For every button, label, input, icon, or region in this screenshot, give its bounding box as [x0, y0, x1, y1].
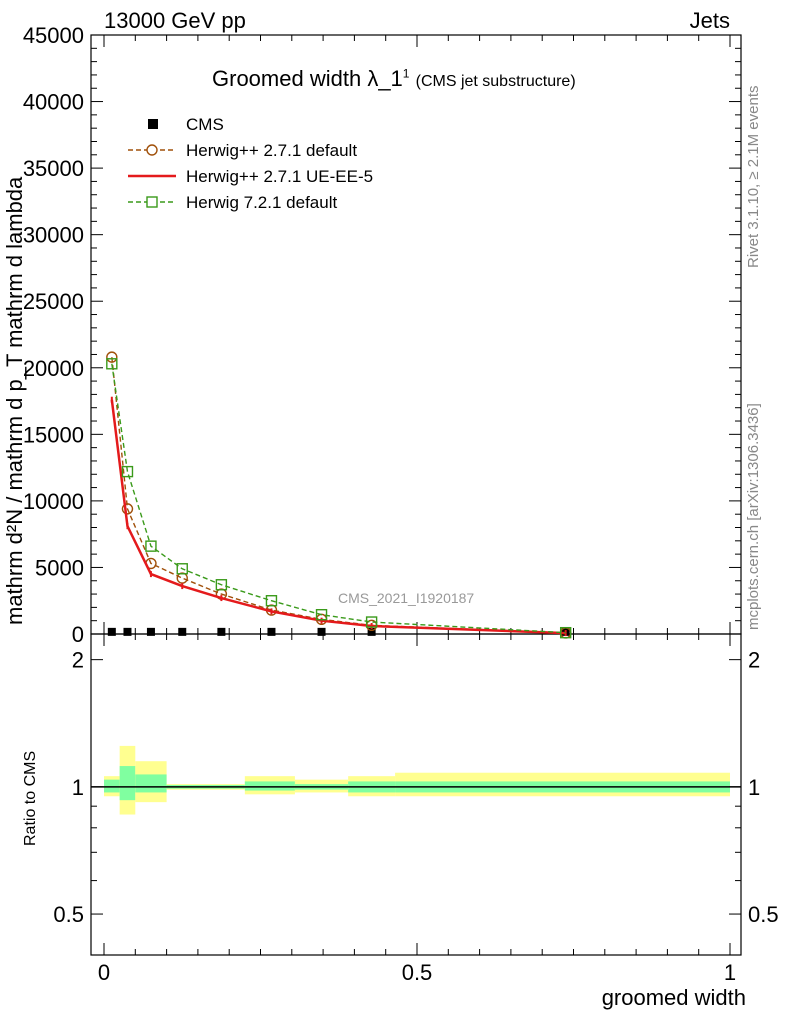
legend-label-cms: CMS	[186, 115, 224, 134]
mcplots-label: mcplots.cern.ch [arXiv:1306.3436]	[745, 403, 762, 630]
x-tick-label-2: 1	[724, 960, 736, 985]
y-tick-label-0: 0	[72, 622, 84, 647]
series-line-herwig-7-2-1-default	[111, 363, 566, 634]
y-tick-label-4: 20000	[23, 356, 84, 381]
ratio-tick-label-right-0: 0.5	[748, 902, 779, 927]
chart-title-sup: 1	[402, 66, 410, 81]
series-point-herwig-2-7-1-default	[121, 503, 134, 515]
chart-title: Groomed width λ_11 (CMS jet substructure…	[212, 66, 576, 92]
series-point-herwig-7-2-1-default	[215, 579, 228, 591]
x-tick-label-1: 0.5	[402, 960, 433, 985]
ratio-tick-label-left-0: 0.5	[53, 902, 84, 927]
series-point-herwig-2-7-1-default	[106, 351, 118, 363]
legend-label-herwig-7-2-1-default: Herwig 7.2.1 default	[186, 193, 337, 212]
chart-title-symbol: λ_1	[367, 66, 403, 91]
series-point-herwig-7-2-1-default	[365, 616, 378, 628]
cms-point-0	[107, 627, 116, 636]
chart-title-sub: (CMS jet substructure)	[415, 73, 576, 90]
legend-marker-herwig-7-2-1-default	[146, 196, 158, 208]
cms-point-7	[367, 627, 376, 636]
legend-marker-herwig-2-7-1-default	[146, 144, 158, 156]
ratio-tick-label-right-2: 2	[748, 648, 760, 673]
y-axis-label-text: mathrm d²N / mathrm d p_T mathrm d lambd…	[2, 176, 27, 625]
ratio-axis-label: Ratio to CMS	[22, 750, 39, 846]
category-label: Jets	[689, 8, 730, 33]
series-point-herwig-7-2-1-default	[265, 595, 278, 607]
cms-point-6	[317, 627, 326, 636]
cms-point-4	[217, 627, 226, 636]
y-tick-label-5: 25000	[23, 289, 84, 314]
ratio-band-inner-4	[244, 781, 295, 791]
series-point-herwig-2-7-1-default	[176, 572, 188, 584]
cms-point-2	[146, 627, 155, 636]
y-tick-label-1: 5000	[35, 555, 84, 580]
y-tick-label-3: 15000	[23, 422, 84, 447]
energy-label: 13000 GeV pp	[104, 8, 246, 33]
y-tick-label-6: 30000	[23, 223, 84, 248]
chart-title-main: Groomed width	[212, 66, 362, 91]
series-point-herwig-7-2-1-default	[176, 563, 188, 575]
y-axis-label: mathrm d²N / mathrm d p_T mathrm d lambd…	[2, 177, 28, 625]
y-tick-label-2: 10000	[23, 489, 84, 514]
cms-point-3	[178, 627, 187, 636]
series-point-herwig-7-2-1-default	[106, 358, 118, 370]
analysis-id-label: CMS_2021_I1920187	[338, 590, 475, 606]
y-tick-label-9: 45000	[23, 23, 84, 48]
ratio-tick-label-right-1: 1	[748, 775, 760, 800]
ratio-band-inner-1	[119, 766, 136, 801]
y-tick-label-8: 40000	[23, 90, 84, 115]
rivet-version-label: Rivet 3.1.10, ≥ 2.1M events	[745, 85, 762, 269]
series-point-herwig-7-2-1-default	[559, 626, 572, 639]
ratio-band-inner-0	[104, 779, 120, 793]
series-point-herwig-7-2-1-default	[121, 465, 134, 478]
legend-label-herwig-2-7-1-default: Herwig++ 2.7.1 default	[186, 141, 357, 160]
ratio-tick-label-left-1: 1	[72, 775, 84, 800]
cms-point-1	[123, 627, 132, 636]
series-point-herwig-7-2-1-default	[315, 608, 328, 621]
x-axis-label: groomed width	[601, 985, 746, 1010]
x-tick-label-0: 0	[98, 960, 110, 985]
legend-label-herwig-2-7-1-ue-ee-5: Herwig++ 2.7.1 UE-EE-5	[186, 167, 373, 186]
legend-marker-cms	[148, 119, 158, 129]
ratio-plot-frame	[90, 633, 742, 956]
cms-point-5	[267, 627, 276, 636]
ratio-tick-label-left-2: 2	[72, 648, 84, 673]
y-tick-label-7: 35000	[23, 156, 84, 181]
ratio-band-inner-2	[135, 774, 167, 793]
series-point-herwig-7-2-1-default	[145, 540, 157, 552]
